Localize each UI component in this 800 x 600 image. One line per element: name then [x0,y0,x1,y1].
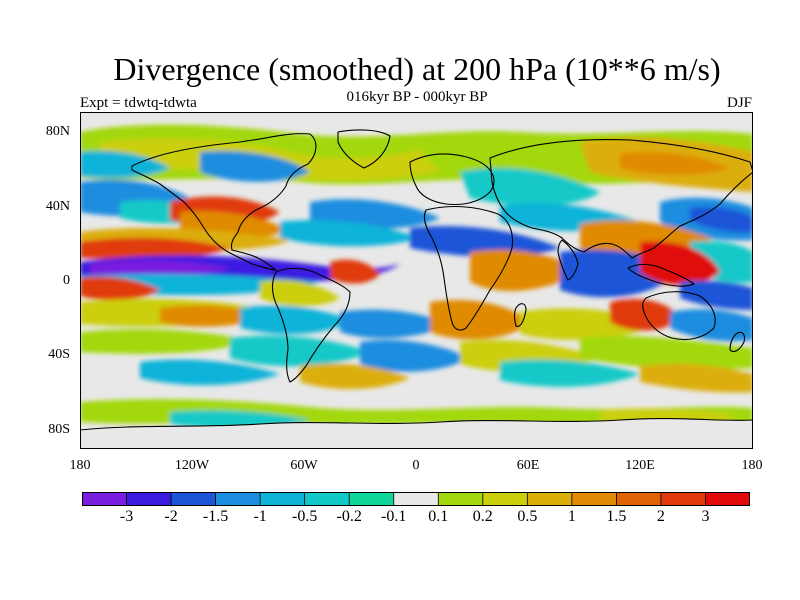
field-trop-pac-red [80,237,230,260]
field-natl-cyan [280,219,420,247]
lat-label-40s: 40S [48,347,70,362]
colorbar-label: -3 [119,508,134,525]
colorbar-cell [616,492,662,506]
field-safr-orange [430,300,530,340]
field-trop-red-south [80,276,160,300]
coast-greenland [337,129,391,169]
colorbar-label: -1 [253,508,267,525]
colorbar-label: 0.1 [428,508,449,525]
plot-title: Divergence (smoothed) at 200 hPa (10**6 … [113,51,721,87]
lat-label-40n: 40N [45,199,70,214]
field-north-cyan-eur [460,168,600,206]
colorbar-cell [437,492,484,506]
divergence-map [80,112,753,449]
map-frame [80,112,753,449]
lon-label-60w: 60W [290,458,318,473]
colorbar-cell [660,492,707,506]
field-samerica-yellow [260,279,340,307]
field-north-orange-asia [620,151,730,175]
lon-label-0: 0 [412,458,420,473]
colorbar-label: 3 [701,508,710,525]
colorbar-cell [393,492,440,506]
coast-india [557,239,579,281]
coast-africa [423,206,514,331]
colorbar-label: -1.5 [202,508,229,525]
colorbar-label: 0.5 [517,508,538,525]
field-north-blue-atl [200,151,310,182]
colorbar [82,492,750,506]
coast-madagascar [513,303,527,327]
field-satl-cyan [340,309,450,339]
colorbar-label: 2 [656,508,665,525]
field-so-green-1 [80,329,250,354]
lon-label-180w: 180 [69,458,91,473]
field-trop-pac-purple [90,260,230,277]
field-africa-orange [470,249,580,292]
colorbar-label: 0.2 [472,508,493,525]
colorbar-cell [126,492,172,506]
coast-new-zealand [729,331,746,353]
coast-australia [642,291,716,341]
field-so-orange-2 [300,363,410,390]
coast-antarctica [80,418,753,449]
colorbar-cell [170,492,217,506]
colorbar-label: -0.5 [291,508,318,525]
colorbar-label: 1 [567,508,576,525]
lat-label-eq: 0 [63,273,70,288]
colorbar-cell [526,492,573,506]
field-so-cyan-2 [140,359,280,386]
coast-asia [489,138,753,259]
coast-europe [409,153,495,206]
field-africa-north-blue [410,226,560,258]
coast-north-america [131,133,317,271]
field-north-cyan [80,150,170,178]
experiment-label: Expt = tdwtq-tdwta [80,95,197,111]
lon-label-60e: 60E [516,458,540,473]
colorbar-cell [571,492,618,506]
plot-subtitle: 016kyr BP - 000kyr BP [346,89,488,105]
colorbar-cell [82,492,128,506]
lon-label-120e: 120E [625,458,655,473]
lat-label-80n: 80N [45,124,70,139]
field-samerica-red [330,259,380,284]
colorbar-cell [348,492,395,506]
colorbar-cell [304,492,351,506]
field-so-yellow-3 [640,363,753,393]
field-aus-blue [670,309,753,342]
colorbar-cell [705,492,750,506]
colorbar-label: -2 [164,508,178,525]
field-so-blue-1 [360,339,470,372]
lat-label-80s: 80S [48,422,70,437]
colorbar-cell [259,492,306,506]
field-maritime-red [640,241,720,285]
field-so-cyan-3 [500,359,640,387]
coast-south-america [271,267,351,383]
colorbar-cell [482,492,529,506]
field-eq-pac-east-blue [680,280,753,310]
lon-label-180e: 180 [741,458,763,473]
season-label: DJF [726,95,752,111]
coastlines [80,129,753,449]
field-so-cyan-1 [230,335,370,367]
colorbar-label: 1.5 [606,508,627,525]
field-spac-cyan [240,305,350,335]
colorbar-cell [215,492,262,506]
colorbar-label: -0.2 [336,508,362,525]
lon-label-120w: 120W [174,458,210,473]
coast-maritime [627,263,695,287]
field-so-green-2 [580,335,753,370]
colorbar-label: -0.1 [381,508,407,525]
